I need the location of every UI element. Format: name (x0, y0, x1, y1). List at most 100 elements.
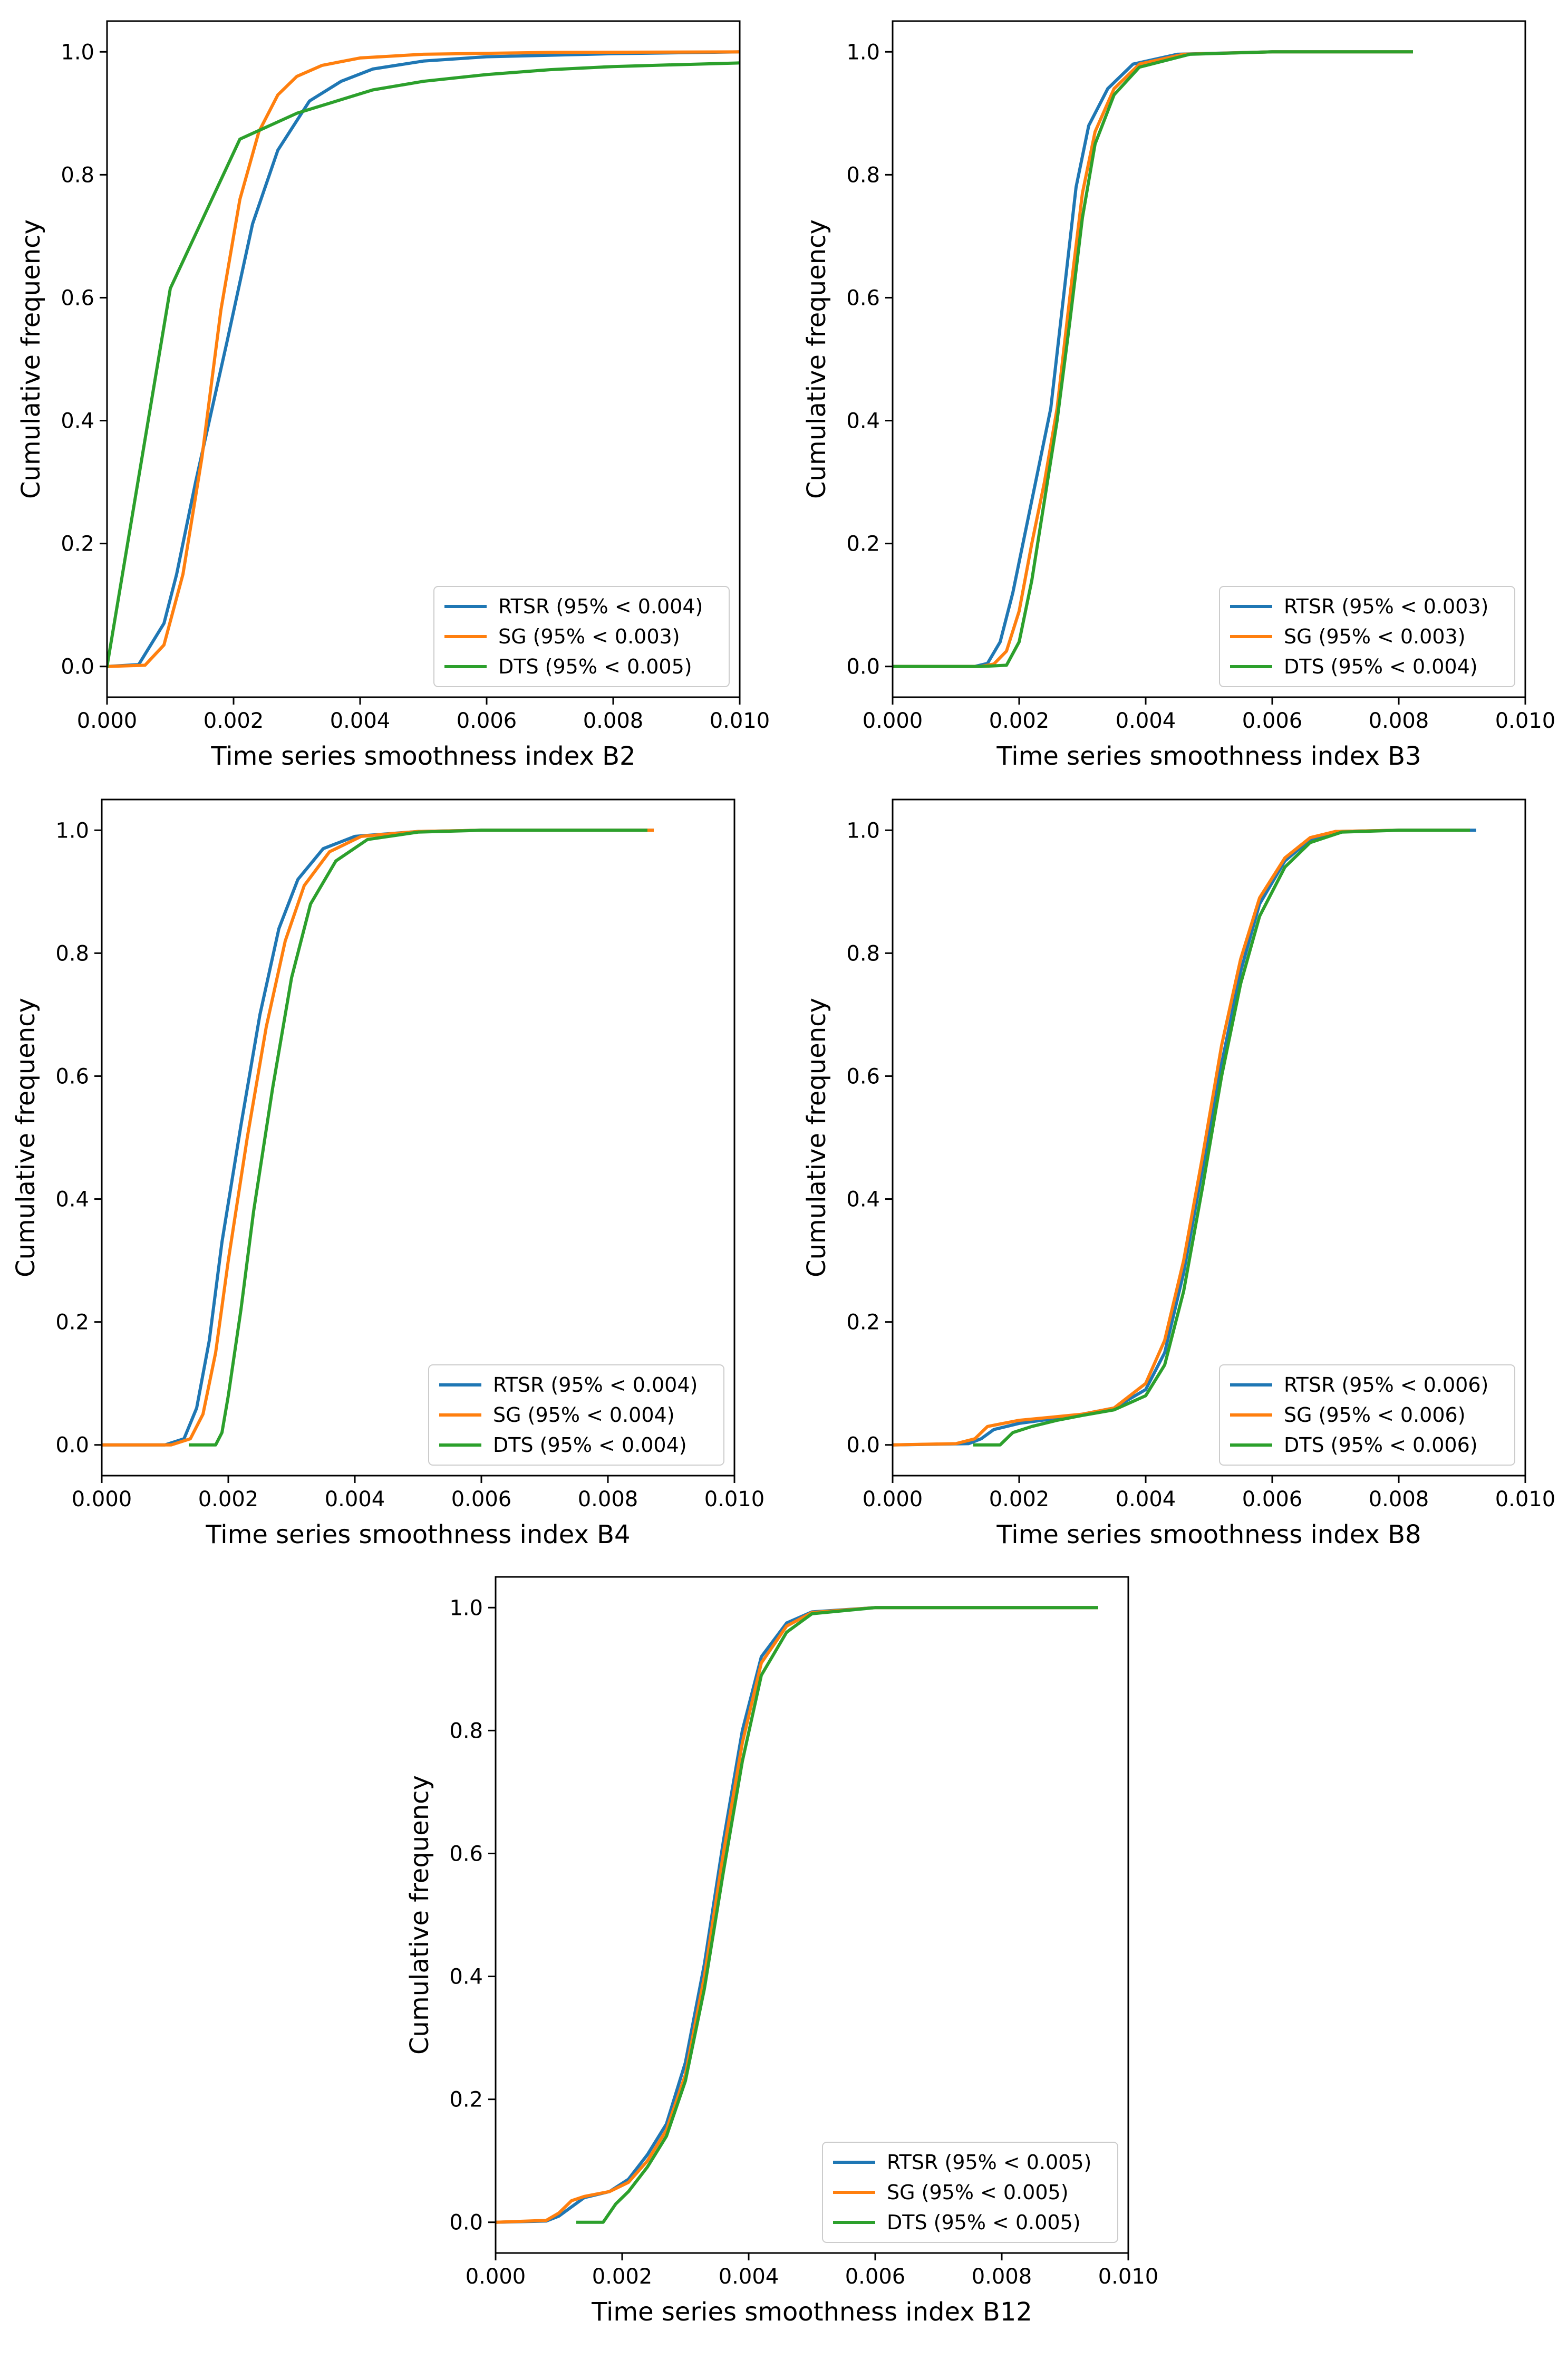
y-tick-label: 0.8 (449, 1719, 483, 1743)
chart-panel-5: 0.000 0.002 0.004 0.006 0.008 0.010 0.0 0.2 0.4 0… (405, 1576, 1159, 2327)
x-tick-label: 0.002 (204, 709, 264, 733)
y-tick-label: 1.0 (55, 819, 89, 843)
y-tick-label: 0.8 (846, 941, 880, 966)
x-tick-label: 0.006 (1242, 1487, 1303, 1511)
series-line-sg (893, 829, 1470, 1447)
y-tick-label: 0.2 (61, 532, 94, 556)
x-tick-label: 0.010 (1495, 709, 1556, 733)
y-tick-label: 1.0 (846, 819, 880, 843)
axes-frame (892, 20, 1526, 698)
chart-panel-2: 0.000 0.002 0.004 0.006 0.008 0.010 0.0 0.2 0.4 0… (802, 20, 1556, 771)
legend: RTSR (95% < 0.003) SG (95% < 0.003) DTS (9… (1219, 586, 1515, 687)
x-tick-label: 0.008 (972, 2265, 1032, 2289)
x-tick-label: 0.002 (989, 709, 1050, 733)
y-tick-label: 0.0 (846, 655, 880, 679)
x-axis-label: Time series smoothness index B8 (996, 1520, 1421, 1549)
x-tick-label: 0.002 (989, 1487, 1050, 1511)
legend-label-sg: SG (95% < 0.003) (1284, 625, 1466, 648)
x-axis-label: Time series smoothness index B4 (205, 1520, 630, 1549)
x-tick-label: 0.008 (1369, 1487, 1429, 1511)
legend-label-dts: DTS (95% < 0.006) (1284, 1433, 1478, 1457)
x-tick-label: 0.010 (704, 1487, 765, 1511)
x-tick-label: 0.010 (1495, 1487, 1556, 1511)
y-tick-label: 0.6 (61, 286, 94, 310)
y-tick-label: 1.0 (846, 40, 880, 64)
x-tick-label: 0.004 (330, 709, 391, 733)
legend-box (822, 2142, 1118, 2243)
y-tick-label: 0.8 (55, 941, 89, 966)
series-line-rtsr (893, 829, 1476, 1447)
chart-panel-1: 0.000 0.002 0.004 0.006 0.008 0.010 0.0 0.2 0.4 0… (16, 20, 770, 771)
x-axis-label: Time series smoothness index B3 (996, 742, 1421, 771)
legend-label-dts: DTS (95% < 0.005) (887, 2211, 1081, 2234)
y-tick-label: 0.4 (449, 1965, 483, 1989)
x-tick-label: 0.010 (1098, 2265, 1159, 2289)
y-tick-label: 1.0 (449, 1596, 483, 1620)
x-tick-label: 0.006 (1242, 709, 1303, 733)
y-tick-label: 0.0 (55, 1433, 89, 1458)
series-line-rtsr (107, 50, 740, 668)
legend-label-rtsr: RTSR (95% < 0.004) (498, 595, 703, 618)
axes-frame (101, 798, 735, 1477)
y-tick-label: 0.4 (846, 409, 880, 434)
legend-label-dts: DTS (95% < 0.005) (498, 655, 692, 678)
x-tick-label: 0.004 (325, 1487, 385, 1511)
y-tick-label: 0.4 (61, 409, 94, 434)
y-tick-label: 0.2 (846, 1311, 880, 1335)
x-tick-label: 0.004 (1116, 709, 1176, 733)
legend-label-rtsr: RTSR (95% < 0.003) (1284, 595, 1488, 618)
y-tick-label: 0.0 (449, 2211, 483, 2235)
y-tick-label: 0.8 (846, 163, 880, 187)
legend-label-rtsr: RTSR (95% < 0.006) (1284, 1373, 1488, 1397)
series-line-dts (973, 829, 1470, 1447)
x-tick-label: 0.008 (583, 709, 644, 733)
x-tick-label: 0.002 (592, 2265, 653, 2289)
y-tick-label: 1.0 (61, 40, 94, 64)
y-tick-label: 0.0 (61, 655, 94, 679)
legend-label-sg: SG (95% < 0.006) (1284, 1403, 1466, 1427)
series-line-dts (189, 829, 647, 1447)
axes-frame (495, 1576, 1129, 2254)
series-line-sg (102, 829, 654, 1447)
y-axis-label: Cumulative frequency (802, 219, 831, 499)
y-tick-label: 0.6 (846, 286, 880, 310)
x-tick-label: 0.008 (1369, 709, 1429, 733)
axes-frame (106, 20, 741, 698)
legend: RTSR (95% < 0.006) SG (95% < 0.006) DTS (9… (1219, 1364, 1515, 1466)
x-tick-label: 0.000 (863, 1487, 923, 1511)
legend-box (433, 586, 730, 687)
x-tick-label: 0.002 (198, 1487, 259, 1511)
legend-box (1219, 586, 1515, 687)
y-tick-label: 0.4 (55, 1188, 89, 1212)
x-tick-label: 0.006 (451, 1487, 512, 1511)
x-tick-label: 0.000 (863, 709, 923, 733)
legend-box (1219, 1364, 1515, 1466)
series-line-sg (496, 1606, 1098, 2224)
series-line-dts (893, 50, 1413, 668)
legend-label-dts: DTS (95% < 0.004) (1284, 655, 1478, 678)
y-tick-label: 0.6 (55, 1064, 89, 1089)
chart-panel-3: 0.000 0.002 0.004 0.006 0.008 0.010 0.0 0.2 0.4 0… (11, 798, 765, 1549)
series-line-rtsr (496, 1606, 1098, 2224)
y-tick-label: 0.6 (449, 1842, 483, 1866)
y-axis-label: Cumulative frequency (405, 1775, 434, 2055)
y-tick-label: 0.0 (846, 1433, 880, 1458)
legend-box (428, 1364, 724, 1466)
x-tick-label: 0.010 (710, 709, 770, 733)
plot-area (496, 1577, 1128, 2253)
x-tick-label: 0.000 (466, 2265, 526, 2289)
series-line-dts (576, 1606, 1098, 2224)
x-tick-label: 0.004 (1116, 1487, 1176, 1511)
legend: RTSR (95% < 0.004) SG (95% < 0.003) DTS (9… (433, 586, 730, 687)
x-axis-label: Time series smoothness index B2 (210, 742, 635, 771)
x-axis-label: Time series smoothness index B12 (591, 2297, 1032, 2327)
plot-area (893, 21, 1525, 697)
series-line-dts (107, 61, 740, 669)
chart-panel-4: 0.000 0.002 0.004 0.006 0.008 0.010 0.0 0.2 0.4 0… (802, 798, 1556, 1549)
plot-area (107, 21, 740, 697)
legend: RTSR (95% < 0.004) SG (95% < 0.004) DTS (9… (428, 1364, 724, 1466)
y-tick-label: 0.2 (55, 1311, 89, 1335)
y-tick-label: 0.6 (846, 1064, 880, 1089)
axes-frame (892, 798, 1526, 1477)
